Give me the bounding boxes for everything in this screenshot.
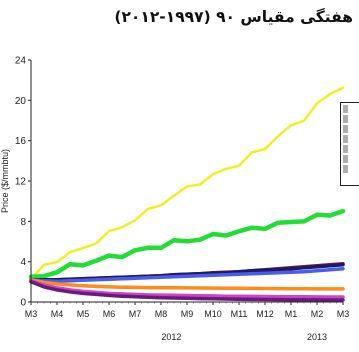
series-line-5 <box>29 266 345 284</box>
x-tick-label: M1 <box>285 309 298 319</box>
x-tick-label: M3 <box>337 309 350 319</box>
y-tick-label: 0 <box>20 298 26 309</box>
x-tick-label: M6 <box>103 309 116 319</box>
y-tick-label: 24 <box>15 56 27 67</box>
x-tick-label: M2 <box>311 309 324 319</box>
x-tick-label: M8 <box>155 309 168 319</box>
legend-row <box>343 115 359 123</box>
x-tick-label: M5 <box>77 309 90 319</box>
y-tick-label: 16 <box>15 136 27 147</box>
legend-row <box>343 145 359 153</box>
x-tick-label: M12 <box>256 309 274 319</box>
legend-row <box>343 125 359 133</box>
page-title: هفتگی مقیاس ۹۰ (۱۹۹۷-۲۰۱۲) <box>114 8 353 26</box>
legend-row <box>343 155 359 163</box>
x-tick-label: M4 <box>51 309 64 319</box>
legend <box>340 102 359 186</box>
x-tick-label: M9 <box>181 309 194 319</box>
y-tick-label: 12 <box>15 177 27 188</box>
y-tick-label: 8 <box>20 217 26 228</box>
y-tick-label: 4 <box>20 257 26 268</box>
series-line-8 <box>29 280 345 302</box>
x-tick-label: M7 <box>129 309 142 319</box>
legend-row <box>343 135 359 143</box>
series-line-1 <box>29 86 345 281</box>
year-label: 2012 <box>161 332 181 342</box>
x-tick-label: M10 <box>204 309 222 319</box>
x-tick-label: M3 <box>25 309 38 319</box>
legend-row <box>343 105 359 113</box>
year-label: 2013 <box>307 332 327 342</box>
y-tick-label: 20 <box>15 96 27 107</box>
y-axis-label: Price ($/mmbtu) <box>0 149 10 213</box>
series-line-7 <box>29 279 345 299</box>
series-line-6 <box>29 278 345 291</box>
x-tick-label: M11 <box>231 309 248 319</box>
series-line-2 <box>28 208 346 279</box>
legend-row <box>343 165 359 173</box>
